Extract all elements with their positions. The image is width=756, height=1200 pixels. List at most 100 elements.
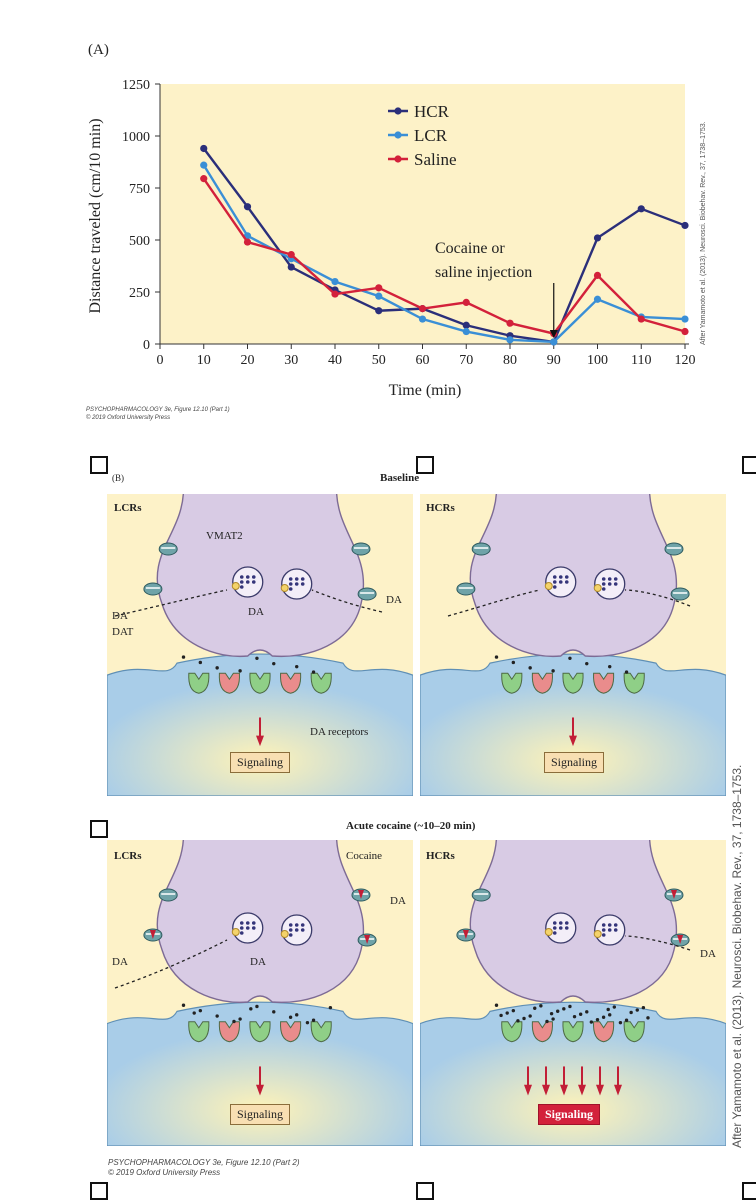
x-tick-label: 100 xyxy=(587,353,608,368)
reuptake-path xyxy=(114,939,228,989)
legend-marker-hcr xyxy=(394,107,402,115)
dopamine-molecule xyxy=(311,670,316,674)
data-point-lcr xyxy=(550,338,558,346)
panel-baseline-lcr xyxy=(107,494,413,796)
data-point-hcr xyxy=(637,205,645,213)
legend-label-hcr: HCR xyxy=(414,102,450,121)
dopamine-molecule xyxy=(272,661,276,666)
dopamine-molecule xyxy=(562,1007,566,1011)
checkbox-5[interactable] xyxy=(90,1182,108,1200)
checkbox-3[interactable] xyxy=(742,456,756,474)
da-receptor xyxy=(593,672,615,694)
series-line-lcr xyxy=(202,164,686,344)
y-tick-label: 500 xyxy=(129,234,150,249)
y-tick-label: 1000 xyxy=(122,130,150,145)
dopamine-molecule xyxy=(568,1004,572,1009)
dat-transporter xyxy=(456,582,476,596)
dopamine-molecule xyxy=(181,1003,186,1007)
x-tick-label: 20 xyxy=(241,353,255,368)
p3-da-label-right: DA xyxy=(390,895,406,907)
dopamine-molecule xyxy=(311,1018,316,1022)
checkbox-4[interactable] xyxy=(90,820,108,838)
dopamine-molecule xyxy=(606,1007,610,1012)
dat-label: DAT xyxy=(112,626,134,638)
dat-transporter xyxy=(664,542,684,556)
dat-transporter xyxy=(664,888,684,902)
x-axis-label: Time (min) xyxy=(389,382,462,399)
dopamine-molecule xyxy=(595,1017,600,1022)
data-point-saline xyxy=(200,175,208,183)
dopamine-molecule xyxy=(522,1016,526,1021)
y-axis-label: Distance traveled (cm/10 min) xyxy=(87,118,104,313)
vesicle xyxy=(280,914,313,946)
legend-label-saline: Saline xyxy=(414,150,457,169)
reuptake-path xyxy=(624,589,691,607)
dopamine-molecule xyxy=(618,1020,623,1025)
data-point-hcr xyxy=(375,307,383,315)
y-tick-label: 1250 xyxy=(122,78,150,93)
p1-da-label-left: DA xyxy=(112,610,128,622)
da-receptor xyxy=(188,672,210,694)
dopamine-molecule xyxy=(494,655,499,659)
dopamine-molecule xyxy=(608,1013,612,1017)
reuptake-path xyxy=(624,935,691,951)
vesicle xyxy=(231,566,264,598)
data-point-lcr xyxy=(593,295,602,303)
dopamine-molecule xyxy=(192,1011,196,1015)
y-tick-label: 0 xyxy=(143,338,150,353)
cocaine-molecule xyxy=(364,935,371,944)
da-receptor xyxy=(623,672,645,694)
dopamine-molecule xyxy=(549,1011,554,1016)
vmat2-transporter xyxy=(231,582,240,590)
vmat2-label: VMAT2 xyxy=(206,530,243,542)
annotation-arrow-head xyxy=(549,330,558,338)
signaling-box-2: Signaling xyxy=(544,752,605,773)
da-receptor xyxy=(249,1021,271,1043)
panel-cocaine-lcr xyxy=(107,840,413,1146)
dopamine-molecule xyxy=(568,656,572,660)
checkbox-6[interactable] xyxy=(416,1182,434,1200)
dopamine-molecule xyxy=(328,1005,333,1010)
data-point-hcr xyxy=(593,234,602,242)
vmat2-transporter xyxy=(593,930,602,938)
dopamine-molecule xyxy=(629,1010,633,1015)
cocaine-molecule xyxy=(462,930,469,939)
dat-transporter xyxy=(357,933,377,947)
p3-da-label-mid: DA xyxy=(250,956,266,968)
dat-transporter xyxy=(351,542,371,556)
vmat2-transporter xyxy=(231,928,240,936)
signaling-arrowhead xyxy=(569,735,577,747)
dopamine-molecule xyxy=(295,1013,299,1017)
x-tick-label: 70 xyxy=(459,353,473,368)
x-tick-label: 110 xyxy=(631,353,651,368)
baseline-title: Baseline xyxy=(380,472,420,484)
dopamine-molecule xyxy=(215,666,219,670)
data-point-lcr xyxy=(200,161,208,169)
data-point-saline xyxy=(462,298,470,306)
vesicle xyxy=(593,568,626,600)
checkbox-1[interactable] xyxy=(90,456,108,474)
annotation-line-2: saline injection xyxy=(435,264,532,281)
data-point-saline xyxy=(681,327,689,336)
da-receptor xyxy=(531,672,553,694)
dopamine-molecule xyxy=(589,1020,594,1024)
checkbox-2[interactable] xyxy=(416,456,434,474)
dopamine-molecule xyxy=(505,1011,509,1015)
data-point-lcr xyxy=(375,292,383,300)
dat-transporter xyxy=(471,542,491,556)
dopamine-molecule xyxy=(511,1008,516,1013)
p2-hcr-label: HCRs xyxy=(426,502,455,514)
dopamine-molecule xyxy=(288,1015,293,1019)
data-point-saline xyxy=(506,319,514,327)
line-chart: 0 10 20 30 40 50 60 70 80 90 100 110 120 0 250 500 750 10… xyxy=(87,78,696,399)
vmat2-transporter xyxy=(544,582,553,590)
checkbox-7[interactable] xyxy=(742,1182,756,1200)
vesicle xyxy=(544,912,577,944)
dopamine-molecule xyxy=(646,1016,650,1020)
dopamine-molecule xyxy=(198,660,203,665)
dopamine-molecule xyxy=(572,1014,577,1019)
da-receptor xyxy=(623,1021,645,1043)
side-credit-part-1: After Yamamoto et al. (2013). Neurosci. … xyxy=(700,121,707,345)
p3-da-label-left: DA xyxy=(112,956,128,968)
da-receptor xyxy=(501,1021,523,1043)
